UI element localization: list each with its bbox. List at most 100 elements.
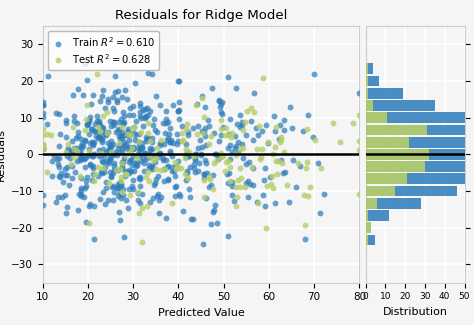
Train $R^2 = 0.610$ bbox=[212, 152, 219, 157]
Train $R^2 = 0.610$ bbox=[129, 103, 137, 108]
Bar bbox=[365, 100, 374, 111]
Train $R^2 = 0.610$ bbox=[209, 209, 217, 215]
Train $R^2 = 0.610$ bbox=[210, 130, 218, 135]
Train $R^2 = 0.610$ bbox=[142, 115, 149, 120]
Train $R^2 = 0.610$ bbox=[168, 168, 176, 173]
Train $R^2 = 0.610$ bbox=[110, 161, 118, 166]
Bar bbox=[365, 63, 374, 74]
Train $R^2 = 0.610$ bbox=[122, 174, 129, 179]
Test $R^2 = 0.628$ bbox=[206, 176, 213, 182]
Train $R^2 = 0.610$ bbox=[235, 150, 242, 155]
Train $R^2 = 0.610$ bbox=[98, 93, 106, 98]
Train $R^2 = 0.610$ bbox=[109, 171, 117, 176]
Train $R^2 = 0.610$ bbox=[106, 157, 114, 162]
Train $R^2 = 0.610$ bbox=[128, 158, 135, 163]
Test $R^2 = 0.628$ bbox=[241, 120, 248, 125]
Train $R^2 = 0.610$ bbox=[154, 192, 162, 197]
Train $R^2 = 0.610$ bbox=[138, 191, 146, 197]
Train $R^2 = 0.610$ bbox=[75, 148, 82, 153]
Train $R^2 = 0.610$ bbox=[235, 139, 242, 145]
Train $R^2 = 0.610$ bbox=[213, 221, 220, 226]
Train $R^2 = 0.610$ bbox=[113, 185, 120, 190]
Train $R^2 = 0.610$ bbox=[299, 128, 307, 134]
Train $R^2 = 0.610$ bbox=[202, 161, 210, 166]
Train $R^2 = 0.610$ bbox=[81, 156, 88, 161]
Train $R^2 = 0.610$ bbox=[140, 168, 147, 173]
Train $R^2 = 0.610$ bbox=[118, 94, 126, 99]
Train $R^2 = 0.610$ bbox=[127, 132, 134, 137]
Train $R^2 = 0.610$ bbox=[74, 129, 82, 134]
Bar bbox=[365, 222, 372, 233]
Train $R^2 = 0.610$ bbox=[95, 118, 103, 124]
Train $R^2 = 0.610$ bbox=[182, 142, 190, 147]
Train $R^2 = 0.610$ bbox=[86, 151, 94, 156]
Test $R^2 = 0.628$ bbox=[185, 150, 193, 155]
Train $R^2 = 0.610$ bbox=[107, 174, 115, 179]
Train $R^2 = 0.610$ bbox=[242, 181, 250, 186]
Train $R^2 = 0.610$ bbox=[67, 155, 74, 160]
Train $R^2 = 0.610$ bbox=[227, 142, 234, 147]
Train $R^2 = 0.610$ bbox=[82, 186, 89, 191]
Train $R^2 = 0.610$ bbox=[210, 173, 217, 178]
Train $R^2 = 0.610$ bbox=[171, 168, 178, 174]
Train $R^2 = 0.610$ bbox=[194, 169, 201, 174]
Train $R^2 = 0.610$ bbox=[88, 127, 95, 132]
Train $R^2 = 0.610$ bbox=[205, 185, 213, 190]
Train $R^2 = 0.610$ bbox=[105, 148, 112, 153]
Train $R^2 = 0.610$ bbox=[132, 80, 139, 85]
Train $R^2 = 0.610$ bbox=[230, 199, 238, 204]
Train $R^2 = 0.610$ bbox=[85, 117, 93, 122]
Train $R^2 = 0.610$ bbox=[95, 147, 103, 152]
Test $R^2 = 0.628$ bbox=[258, 146, 265, 151]
Train $R^2 = 0.610$ bbox=[98, 170, 105, 176]
Train $R^2 = 0.610$ bbox=[225, 146, 232, 151]
Test $R^2 = 0.628$ bbox=[135, 211, 143, 216]
Test $R^2 = 0.628$ bbox=[217, 150, 225, 155]
Train $R^2 = 0.610$ bbox=[200, 129, 207, 134]
Test $R^2 = 0.628$ bbox=[241, 185, 249, 190]
Train $R^2 = 0.610$ bbox=[214, 157, 222, 162]
Test $R^2 = 0.628$ bbox=[283, 183, 291, 188]
Test $R^2 = 0.628$ bbox=[221, 132, 229, 137]
Train $R^2 = 0.610$ bbox=[182, 153, 190, 159]
Test $R^2 = 0.628$ bbox=[224, 133, 232, 138]
Train $R^2 = 0.610$ bbox=[81, 61, 89, 67]
Train $R^2 = 0.610$ bbox=[55, 155, 63, 160]
Test $R^2 = 0.628$ bbox=[226, 178, 233, 183]
Train $R^2 = 0.610$ bbox=[128, 184, 136, 189]
Train $R^2 = 0.610$ bbox=[83, 174, 91, 179]
Bar bbox=[365, 88, 367, 98]
Train $R^2 = 0.610$ bbox=[186, 195, 194, 200]
Bar bbox=[365, 235, 375, 245]
Train $R^2 = 0.610$ bbox=[288, 125, 296, 131]
Train $R^2 = 0.610$ bbox=[79, 144, 86, 149]
Bar bbox=[365, 174, 407, 184]
Train $R^2 = 0.610$ bbox=[137, 115, 145, 121]
Train $R^2 = 0.610$ bbox=[106, 169, 114, 175]
Train $R^2 = 0.610$ bbox=[97, 153, 105, 158]
Train $R^2 = 0.610$ bbox=[185, 187, 193, 192]
Test $R^2 = 0.628$ bbox=[317, 165, 325, 170]
Train $R^2 = 0.610$ bbox=[173, 142, 181, 147]
Train $R^2 = 0.610$ bbox=[131, 168, 138, 174]
Test $R^2 = 0.628$ bbox=[113, 167, 120, 173]
Train $R^2 = 0.610$ bbox=[136, 109, 144, 114]
Train $R^2 = 0.610$ bbox=[94, 173, 102, 178]
Train $R^2 = 0.610$ bbox=[118, 145, 126, 150]
Test $R^2 = 0.628$ bbox=[70, 154, 78, 159]
Test $R^2 = 0.628$ bbox=[176, 166, 183, 171]
Test $R^2 = 0.628$ bbox=[201, 194, 208, 199]
Test $R^2 = 0.628$ bbox=[76, 174, 83, 179]
X-axis label: Distribution: Distribution bbox=[383, 307, 447, 317]
Train $R^2 = 0.610$ bbox=[77, 175, 85, 180]
Train $R^2 = 0.610$ bbox=[203, 171, 211, 176]
Train $R^2 = 0.610$ bbox=[119, 159, 127, 164]
Train $R^2 = 0.610$ bbox=[114, 88, 121, 93]
Train $R^2 = 0.610$ bbox=[201, 133, 209, 138]
Train $R^2 = 0.610$ bbox=[59, 195, 66, 200]
Train $R^2 = 0.610$ bbox=[263, 122, 270, 127]
Train $R^2 = 0.610$ bbox=[99, 138, 106, 143]
Test $R^2 = 0.628$ bbox=[116, 167, 123, 172]
Test $R^2 = 0.628$ bbox=[130, 125, 138, 130]
Train $R^2 = 0.610$ bbox=[91, 139, 98, 145]
